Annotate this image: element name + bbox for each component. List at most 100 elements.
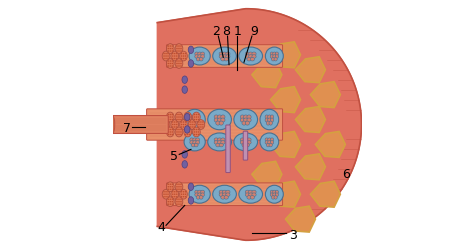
Ellipse shape	[218, 138, 222, 141]
Ellipse shape	[265, 141, 268, 144]
Polygon shape	[285, 206, 315, 232]
Ellipse shape	[184, 112, 191, 122]
Ellipse shape	[195, 55, 199, 58]
Ellipse shape	[172, 65, 173, 67]
Ellipse shape	[172, 119, 173, 120]
Polygon shape	[271, 87, 301, 113]
Ellipse shape	[198, 190, 201, 194]
Ellipse shape	[194, 143, 198, 147]
Ellipse shape	[176, 60, 178, 62]
Ellipse shape	[167, 193, 169, 195]
Ellipse shape	[170, 119, 171, 120]
Ellipse shape	[172, 53, 173, 54]
Ellipse shape	[189, 134, 191, 135]
Polygon shape	[271, 181, 301, 207]
Ellipse shape	[164, 196, 165, 197]
Ellipse shape	[174, 121, 175, 123]
Ellipse shape	[195, 52, 199, 56]
Ellipse shape	[178, 184, 180, 185]
Ellipse shape	[162, 120, 170, 129]
Ellipse shape	[196, 57, 200, 61]
Text: 6: 6	[343, 168, 350, 181]
Ellipse shape	[172, 131, 173, 133]
Ellipse shape	[176, 119, 178, 120]
Ellipse shape	[219, 193, 223, 196]
Ellipse shape	[189, 129, 191, 130]
Ellipse shape	[185, 131, 186, 133]
Ellipse shape	[182, 196, 184, 197]
FancyBboxPatch shape	[146, 109, 283, 140]
Ellipse shape	[196, 119, 197, 120]
Ellipse shape	[170, 201, 171, 202]
Ellipse shape	[269, 121, 273, 125]
Ellipse shape	[180, 188, 182, 190]
Ellipse shape	[195, 193, 199, 196]
Ellipse shape	[198, 131, 199, 133]
Ellipse shape	[196, 134, 197, 135]
Ellipse shape	[167, 129, 169, 130]
Ellipse shape	[172, 193, 173, 195]
Ellipse shape	[214, 141, 219, 144]
Polygon shape	[252, 161, 282, 187]
Ellipse shape	[196, 114, 197, 115]
Ellipse shape	[180, 198, 182, 200]
Ellipse shape	[165, 191, 167, 192]
Ellipse shape	[180, 60, 182, 62]
Ellipse shape	[170, 186, 171, 187]
Polygon shape	[157, 9, 362, 240]
Ellipse shape	[174, 191, 175, 192]
Ellipse shape	[167, 188, 169, 190]
Ellipse shape	[170, 45, 171, 47]
Ellipse shape	[170, 131, 171, 133]
Ellipse shape	[245, 143, 249, 147]
Ellipse shape	[270, 115, 273, 119]
Ellipse shape	[185, 191, 186, 192]
Ellipse shape	[198, 126, 200, 128]
Ellipse shape	[180, 51, 187, 61]
Ellipse shape	[260, 109, 279, 130]
Ellipse shape	[180, 65, 182, 67]
Ellipse shape	[178, 134, 180, 135]
Ellipse shape	[167, 48, 169, 49]
Ellipse shape	[166, 112, 174, 122]
Ellipse shape	[270, 118, 273, 122]
Ellipse shape	[250, 195, 255, 199]
Ellipse shape	[198, 193, 201, 196]
Ellipse shape	[248, 193, 253, 196]
Ellipse shape	[244, 118, 248, 122]
Ellipse shape	[226, 52, 230, 56]
Ellipse shape	[245, 52, 249, 56]
Ellipse shape	[270, 141, 273, 144]
Ellipse shape	[172, 121, 173, 123]
Ellipse shape	[218, 141, 222, 144]
Ellipse shape	[188, 60, 194, 67]
Ellipse shape	[197, 120, 205, 129]
Ellipse shape	[167, 55, 169, 57]
Ellipse shape	[194, 119, 195, 120]
Ellipse shape	[181, 121, 182, 123]
Ellipse shape	[110, 116, 115, 133]
Ellipse shape	[268, 141, 271, 144]
Ellipse shape	[185, 55, 186, 57]
Ellipse shape	[224, 195, 228, 199]
Ellipse shape	[178, 186, 180, 187]
Ellipse shape	[193, 124, 195, 125]
Ellipse shape	[247, 138, 251, 141]
Ellipse shape	[247, 141, 251, 144]
Text: 8: 8	[222, 25, 230, 38]
Ellipse shape	[181, 126, 182, 128]
Ellipse shape	[182, 124, 184, 125]
Ellipse shape	[273, 52, 276, 56]
Ellipse shape	[178, 119, 180, 120]
Ellipse shape	[167, 116, 169, 118]
Ellipse shape	[200, 124, 201, 125]
Ellipse shape	[166, 197, 174, 207]
Ellipse shape	[193, 138, 197, 141]
Ellipse shape	[185, 116, 186, 118]
Ellipse shape	[180, 50, 182, 52]
Ellipse shape	[185, 119, 186, 120]
Ellipse shape	[178, 50, 180, 52]
Ellipse shape	[165, 196, 167, 197]
Ellipse shape	[268, 115, 271, 119]
Ellipse shape	[244, 138, 248, 141]
